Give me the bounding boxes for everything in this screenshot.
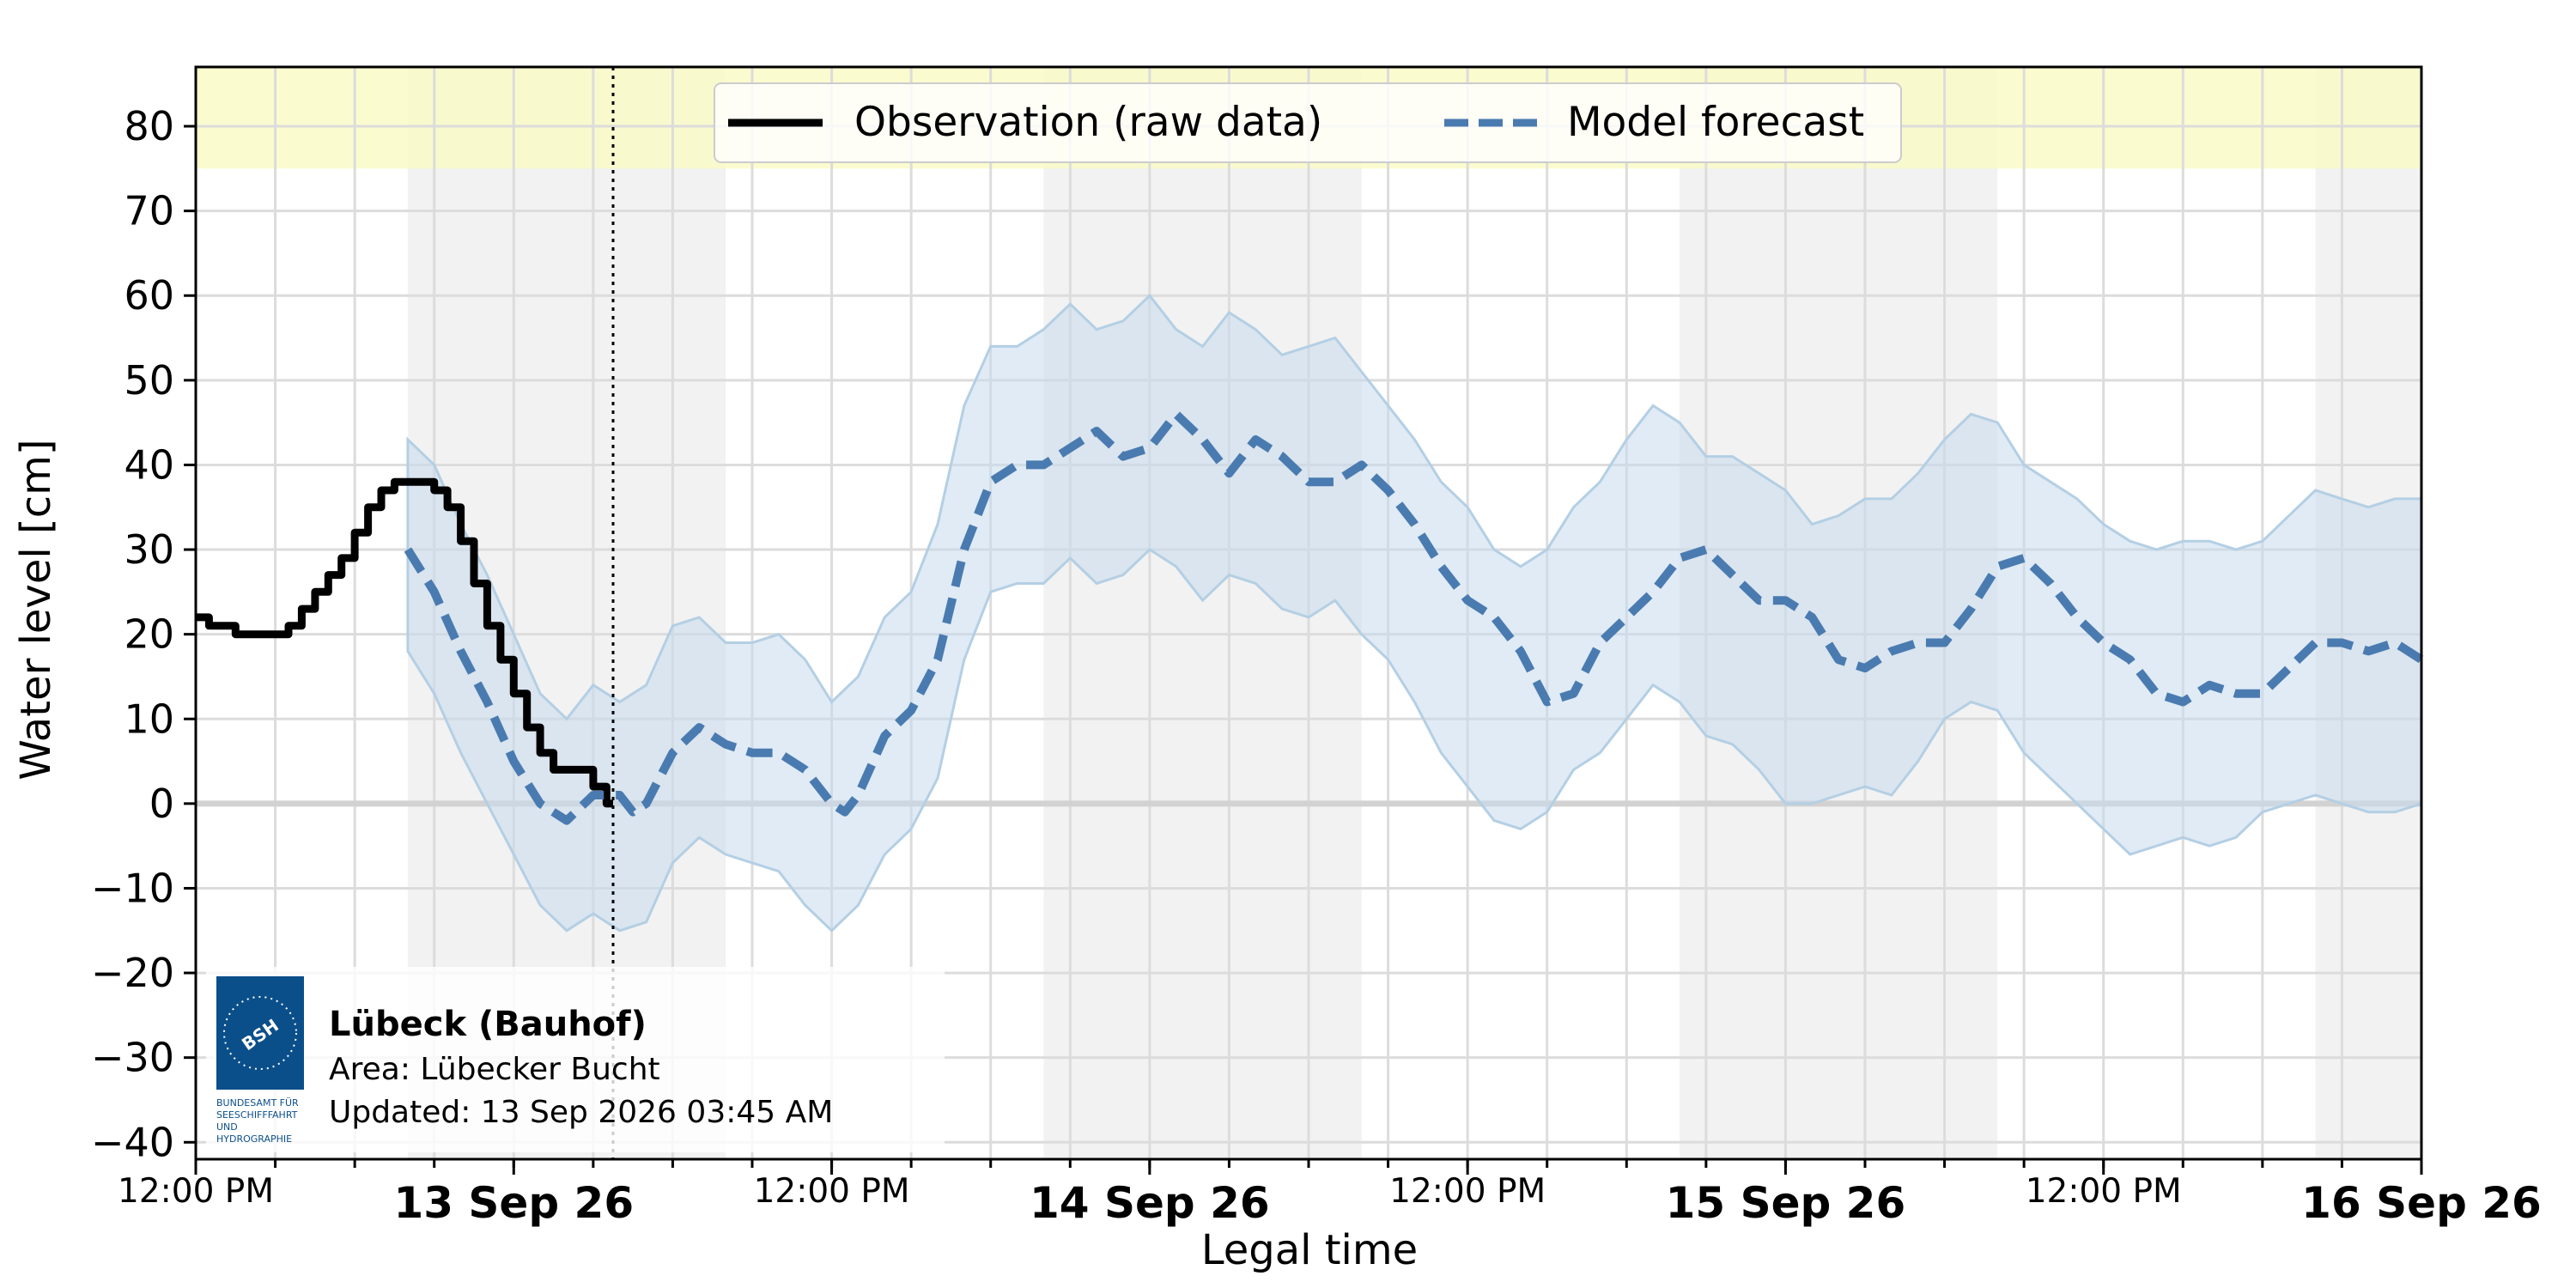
y-tick-label: 40 xyxy=(124,441,174,488)
observation-line xyxy=(196,477,613,808)
station-area: Area: Lübecker Bucht xyxy=(329,1052,660,1087)
y-tick-label: 80 xyxy=(124,103,174,149)
axes-layer: 80 70 60 50 40 30 20 10 0 −10 −20 −30 −40 12:00 PM 13 … xyxy=(91,65,2542,1228)
bsh-logo: BSH BUNDESAMT FÜR SEESCHIFFFAHRT UND HYD… xyxy=(216,976,304,1145)
x-tick-label: 15 Sep 26 xyxy=(1666,1178,1906,1228)
bsh-logo-caption-2: SEESCHIFFFAHRT xyxy=(216,1109,298,1121)
x-tick-label: 14 Sep 26 xyxy=(1030,1178,1270,1228)
station-info-box: BSH BUNDESAMT FÜR SEESCHIFFFAHRT UND HYD… xyxy=(206,967,945,1152)
info-box-background xyxy=(206,967,945,1152)
y-tick-label: 10 xyxy=(124,696,174,742)
bsh-logo-caption-3: UND xyxy=(216,1121,238,1133)
station-name: Lübeck (Bauhof) xyxy=(329,1005,647,1044)
y-tick-label: −40 xyxy=(91,1119,174,1165)
bsh-logo-ring xyxy=(223,996,297,1070)
legend: Observation (raw data) Model forecast xyxy=(714,82,1902,163)
y-tick-label: 60 xyxy=(124,272,174,319)
y-tick-label: 50 xyxy=(124,357,174,404)
x-tick-label: 12:00 PM xyxy=(1389,1172,1546,1211)
y-tick-label: 70 xyxy=(124,188,174,234)
y-tick-label: 20 xyxy=(124,611,174,658)
bsh-logo-caption-1: BUNDESAMT FÜR xyxy=(216,1097,299,1109)
legend-observation-label: Observation (raw data) xyxy=(854,99,1322,146)
x-tick-label: 13 Sep 26 xyxy=(393,1178,634,1228)
forecast-line xyxy=(404,410,2424,825)
bsh-logo-square xyxy=(216,976,304,1090)
legend-frame xyxy=(714,82,1902,163)
y-tick-label: −30 xyxy=(91,1035,174,1081)
x-tick-label: 12:00 PM xyxy=(118,1172,274,1211)
y-tick-label: 30 xyxy=(124,526,174,573)
x-tick-label: 16 Sep 26 xyxy=(2301,1178,2542,1228)
y-tick-label: −10 xyxy=(91,865,174,911)
x-tick-label: 12:00 PM xyxy=(754,1172,910,1211)
y-tick-label: 0 xyxy=(149,781,174,827)
x-tick-label: 12:00 PM xyxy=(2026,1172,2182,1211)
update-time: Updated: 13 Sep 2026 03:45 AM xyxy=(329,1095,833,1130)
bsh-logo-caption-4: HYDROGRAPHIE xyxy=(216,1133,292,1145)
y-tick-label: −20 xyxy=(91,950,174,996)
x-axis-label: Legal time xyxy=(1201,1226,1418,1274)
y-axis-label: Water level [cm] xyxy=(12,439,60,780)
legend-forecast-label: Model forecast xyxy=(1567,99,1864,146)
